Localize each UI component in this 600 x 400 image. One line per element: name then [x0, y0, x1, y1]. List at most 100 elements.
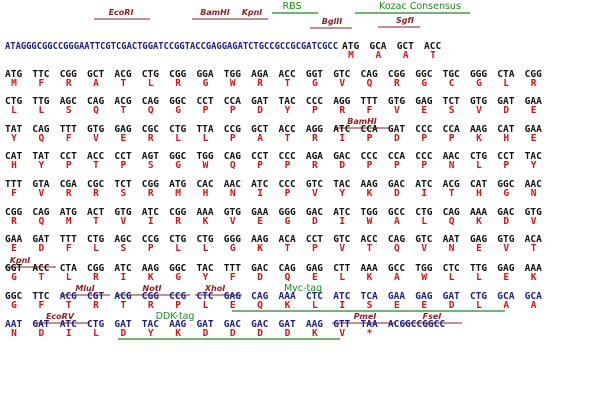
insert-codon: AGC: [114, 234, 131, 245]
insert-codon: CTA: [497, 69, 514, 80]
amino-acid: E: [121, 133, 127, 144]
amino-acid: N: [531, 188, 537, 199]
insert-codon: ACG: [114, 69, 131, 80]
insert-codon: AGC: [60, 96, 77, 107]
amino-acid: D: [257, 328, 263, 339]
insert-codon: AAG: [142, 263, 159, 274]
amino-acid: L: [421, 216, 427, 227]
insert-codon: CCT: [497, 151, 514, 162]
amino-acid: W: [421, 272, 427, 283]
amino-acid: F: [367, 105, 373, 116]
insert-codon: CAT: [497, 124, 514, 135]
amino-acid: L: [148, 78, 154, 89]
insert-codon: AAG: [251, 234, 268, 245]
amino-acid: Y: [339, 188, 345, 199]
amino-acid: I: [257, 188, 263, 199]
amino-acid: G: [285, 216, 291, 227]
amino-acid: R: [148, 300, 154, 311]
amino-acid: V: [339, 328, 345, 339]
insert-codon: GAT: [388, 124, 405, 135]
insert-codon: GAA: [525, 96, 542, 107]
amino-acid: T: [93, 160, 99, 171]
vector-codon: CTC: [306, 291, 323, 302]
insert-codon: TGG: [196, 151, 213, 162]
insert-codon: GCC: [388, 207, 405, 218]
amino-acid: R: [531, 78, 537, 89]
amino-acid: K: [367, 188, 373, 199]
amino-acid: L: [203, 133, 209, 144]
insert-codon: CGG: [169, 69, 186, 80]
amino-acid: P: [257, 160, 263, 171]
insert-codon: CGG: [5, 207, 22, 218]
insert-codon: TTA: [196, 124, 213, 135]
amino-acid: E: [312, 272, 318, 283]
amino-acid: P: [503, 160, 509, 171]
amino-acid: R: [394, 78, 400, 89]
vector-codon: GTT: [333, 319, 350, 330]
amino-acid: K: [476, 216, 482, 227]
insert-codon: CTG: [87, 234, 104, 245]
site-label: BamHI: [347, 117, 377, 126]
amino-acid: E: [503, 272, 509, 283]
insert-codon: AAA: [525, 263, 542, 274]
amino-acid: P: [175, 300, 181, 311]
insert-codon: CAG: [87, 96, 104, 107]
amino-acid: L: [476, 300, 482, 311]
insert-codon: TTT: [60, 124, 77, 135]
amino-acid: N: [449, 243, 455, 254]
amino-acid: T: [367, 243, 373, 254]
amino-acid: L: [503, 78, 509, 89]
amino-acid: P: [66, 160, 72, 171]
vector-codon: CAG: [251, 291, 268, 302]
amino-acid: Y: [38, 160, 44, 171]
amino-acid: W: [203, 160, 209, 171]
insert-codon: GGC: [169, 263, 186, 274]
insert-codon: ACC: [87, 151, 104, 162]
amino-acid: A: [375, 50, 381, 61]
site-label: EcoRI: [109, 8, 134, 17]
insert-codon: CCG: [224, 124, 241, 135]
amino-acid: M: [11, 78, 17, 89]
amino-acid: Q: [449, 216, 455, 227]
amino-acid: D: [203, 328, 209, 339]
amino-acid: H: [476, 188, 482, 199]
insert-codon: AGT: [142, 151, 159, 162]
amino-acid: L: [203, 243, 209, 254]
insert-codon: GAA: [5, 234, 22, 245]
insert-codon: AAA: [361, 263, 378, 274]
insert-codon: AAA: [196, 207, 213, 218]
insert-codon: GCA: [369, 41, 386, 52]
insert-codon: CAG: [388, 234, 405, 245]
amino-acid: Y: [531, 160, 537, 171]
amino-acid: D: [285, 328, 291, 339]
amino-acid: I: [121, 272, 127, 283]
vector-codon: TAA: [361, 319, 378, 330]
insert-codon: CAT: [470, 179, 487, 190]
amino-acid: N: [449, 160, 455, 171]
feature-label: Myc-tag: [284, 283, 322, 294]
insert-codon: CCA: [388, 151, 405, 162]
insert-codon: AGG: [306, 124, 323, 135]
insert-codon: AAC: [525, 179, 542, 190]
amino-acid: I: [421, 188, 427, 199]
insert-codon: GGC: [169, 151, 186, 162]
insert-codon: GAA: [251, 207, 268, 218]
site-label: KpnI: [242, 8, 263, 17]
insert-codon: GCT: [251, 124, 268, 135]
amino-acid: V: [339, 243, 345, 254]
insert-codon: ACG: [114, 96, 131, 107]
insert-codon: TAT: [32, 151, 49, 162]
amino-acid: M: [175, 188, 181, 199]
amino-acid: D: [449, 300, 455, 311]
insert-codon: GTC: [306, 179, 323, 190]
amino-acid: Y: [285, 105, 291, 116]
amino-acid: G: [503, 188, 509, 199]
insert-codon: CTG: [470, 151, 487, 162]
amino-acid: G: [230, 243, 236, 254]
amino-acid: P: [449, 133, 455, 144]
amino-acid: D: [230, 328, 236, 339]
insert-codon: GGT: [5, 263, 22, 274]
amino-acid: P: [121, 160, 127, 171]
feature-label: DDK-tag: [156, 311, 195, 322]
